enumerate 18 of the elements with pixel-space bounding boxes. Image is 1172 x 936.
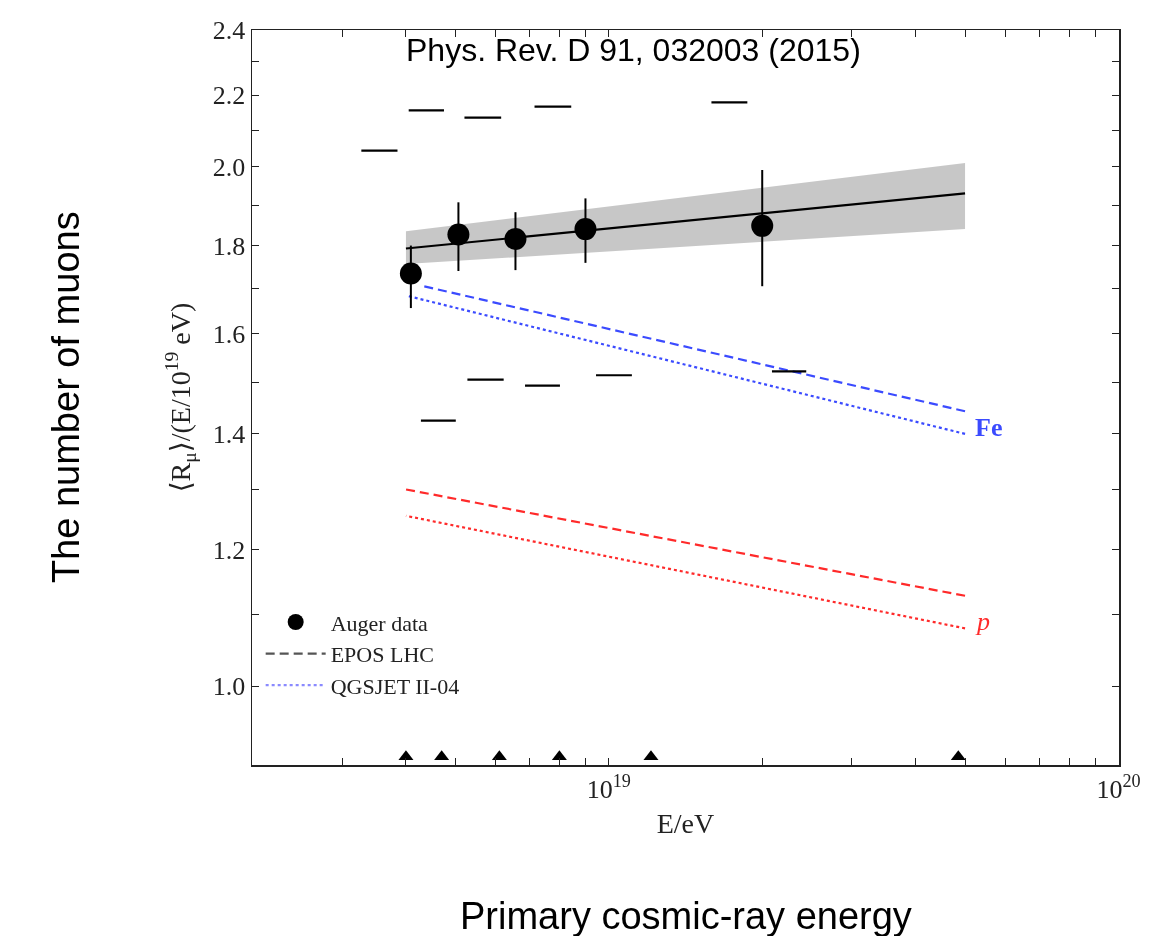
- y-tick-label: 1.8: [212, 231, 246, 261]
- legend-label: EPOS LHC: [330, 642, 434, 668]
- legend-label: Auger data: [330, 610, 429, 636]
- annotation: Fe: [975, 413, 1003, 442]
- y-tick-label: 1.4: [212, 420, 246, 450]
- x-tick-label: 10$^{19}$: [586, 770, 631, 804]
- x-axis-title: E/eV: [656, 807, 715, 839]
- annotation: Phys. Rev. D 91, 032003 (2015): [406, 32, 861, 68]
- y-tick-label: 2.0: [212, 152, 246, 182]
- y-tick-label: 2.2: [212, 81, 246, 111]
- y-tick-label: 1.6: [212, 319, 246, 349]
- y-tick-label: 1.2: [212, 535, 246, 565]
- annotation: p: [975, 607, 990, 636]
- y-tick-label: 2.4: [212, 16, 246, 46]
- text: The number of muons: [45, 211, 88, 584]
- y-tick-label: 1.0: [212, 672, 246, 702]
- x-tick-label: 10$^{20}$: [1096, 770, 1141, 804]
- legend-label: QGSJET II-04: [330, 673, 460, 699]
